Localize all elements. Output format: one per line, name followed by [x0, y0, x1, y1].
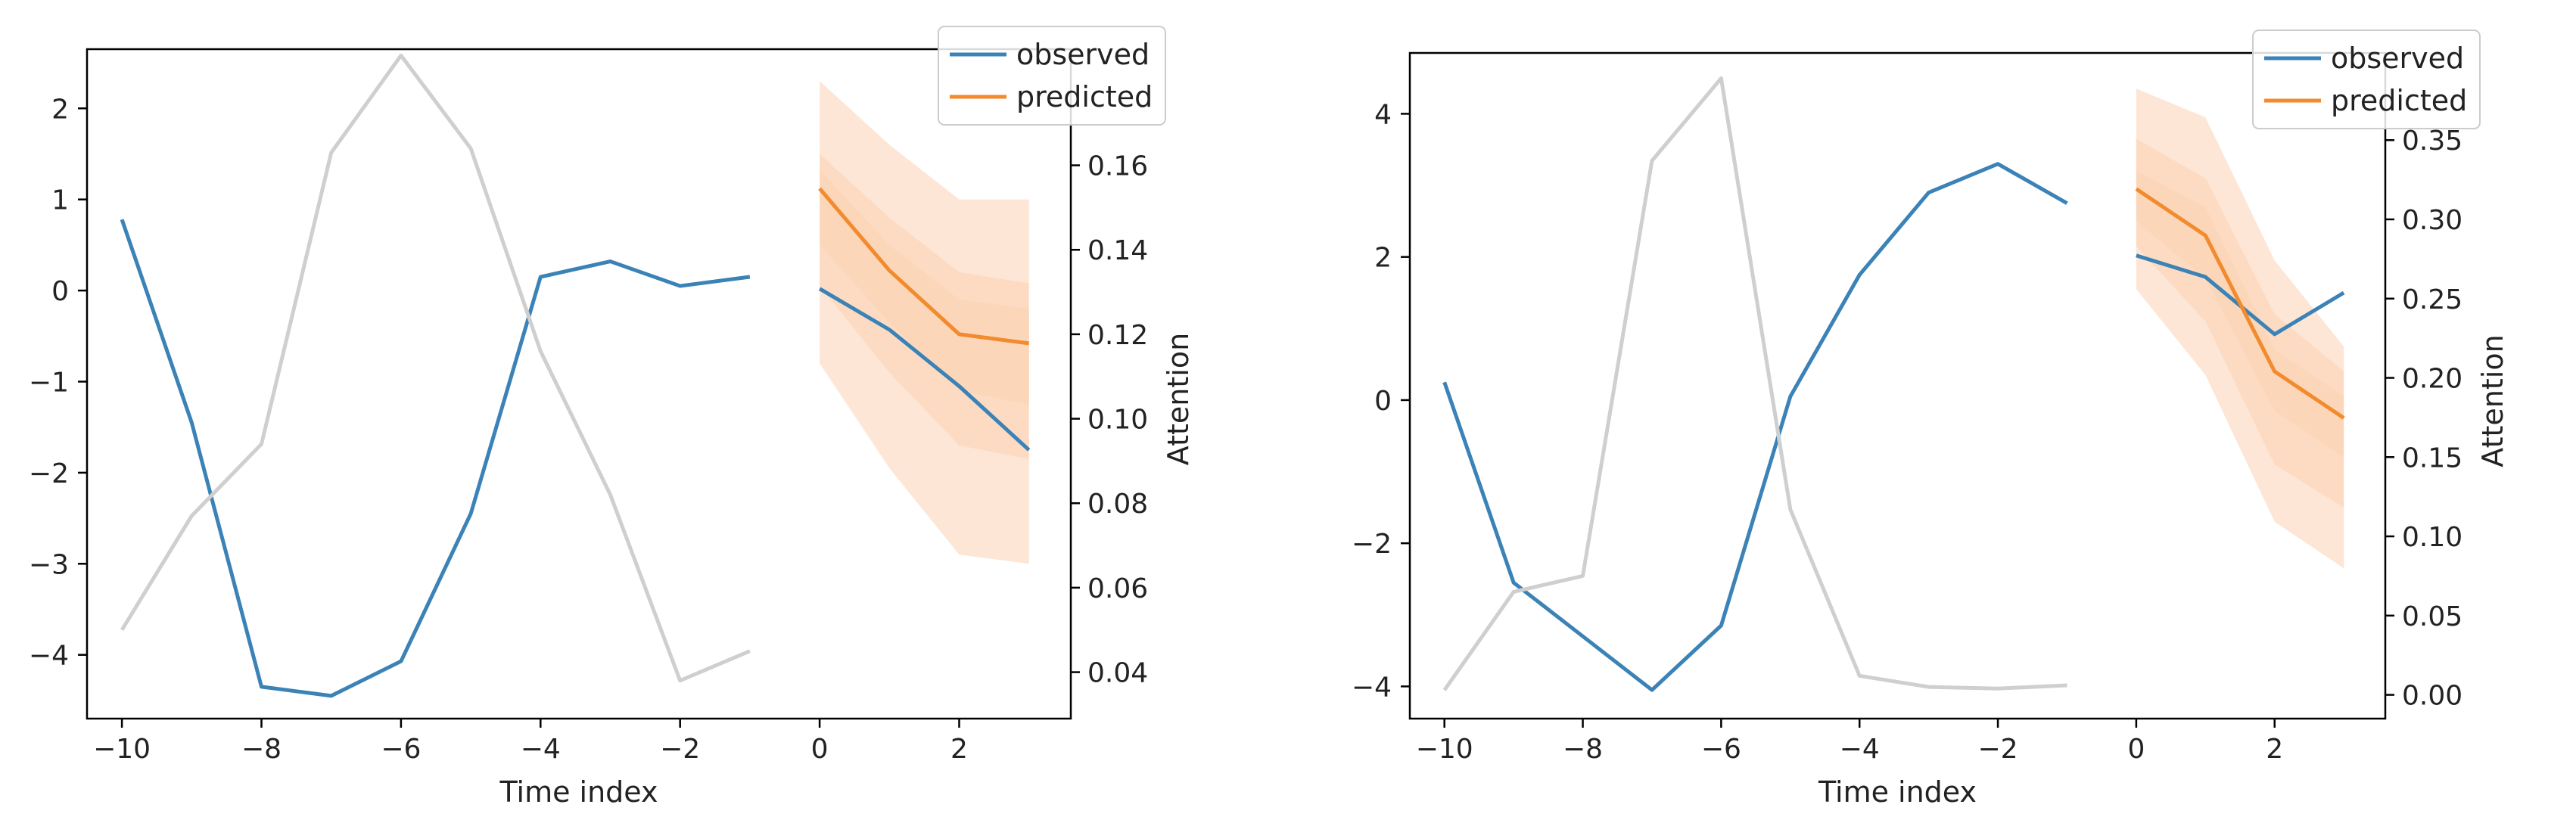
y2-tick-label: 0.00	[2402, 681, 2462, 712]
y2-tick-label: 0.08	[1087, 489, 1148, 520]
y-tick-label: −2	[1352, 529, 1392, 560]
y2-tick-label: 0.15	[2402, 443, 2462, 474]
x-tick-label: −8	[241, 734, 282, 765]
plot-frame	[86, 48, 1072, 720]
y-tick-label: −1	[29, 367, 69, 398]
attention-line-4	[1442, 76, 2067, 691]
y-tick-label: −4	[1352, 672, 1392, 703]
x-axis-label: Time index	[499, 775, 658, 809]
legend: observed predicted	[2252, 30, 2481, 129]
predicted-line-3	[818, 187, 1030, 346]
x-tick-label: 0	[2127, 734, 2145, 765]
y2-tick-label: 0.06	[1087, 573, 1148, 604]
plot-frame	[1408, 51, 2387, 720]
y2-tick-label: 0.14	[1087, 235, 1148, 266]
observed-line-1	[120, 219, 751, 698]
x-tick-label: −2	[1978, 734, 2018, 765]
y2-tick-label: 0.10	[1087, 405, 1148, 436]
y2-tick-label: 0.30	[2402, 205, 2462, 236]
y-tick-label: −2	[29, 458, 69, 489]
y2-axis-label: Attention	[1162, 333, 1195, 465]
observed-line-1	[1442, 162, 2068, 692]
chart-1: −10 −8 −6 −4 −2 0 2 2 1 0 −1 −2 −3 −4 0.16 0.14 0.12 0.10…	[29, 26, 1195, 809]
y2-tick-label: 0.16	[1087, 151, 1148, 182]
x-tick-label: −6	[381, 734, 421, 765]
x-tick-label: −2	[660, 734, 700, 765]
legend-observed-label: observed	[2331, 42, 2464, 75]
prediction-interval-band-3	[2136, 171, 2344, 458]
x-tick-label: 2	[950, 734, 968, 765]
y-tick-label: 0	[1374, 386, 1392, 417]
y2-tick-label: 0.20	[2402, 364, 2462, 395]
observed-line-2	[818, 287, 1031, 452]
y-tick-label: 1	[51, 185, 69, 216]
y2-axis-label: Attention	[2476, 334, 2509, 467]
y2-tick-label: 0.05	[2402, 601, 2462, 632]
y-tick-label: −4	[29, 641, 69, 672]
x-tick-label: 0	[811, 734, 829, 765]
predicted-line-3	[2135, 187, 2345, 420]
x-tick-label: −8	[1563, 734, 1603, 765]
attention-line-4	[120, 53, 751, 683]
legend-box	[938, 26, 1166, 126]
x-tick-label: −10	[93, 734, 151, 765]
y-tick-label: 2	[1374, 243, 1392, 274]
y2-tick-label: 0.12	[1087, 320, 1148, 351]
legend-observed-label: observed	[1016, 38, 1150, 71]
y2-tick-label: 0.25	[2402, 284, 2462, 315]
legend-predicted-label: predicted	[1016, 80, 1153, 113]
x-axis-label: Time index	[1818, 775, 1977, 809]
y2-tick-label: 0.35	[2402, 126, 2462, 157]
x-tick-label: −4	[521, 734, 561, 765]
legend-box	[2252, 30, 2481, 129]
prediction-interval-band-3	[820, 170, 1029, 405]
y-tick-label: 0	[51, 276, 69, 307]
y2-tick-label: 0.10	[2402, 522, 2462, 553]
y2-tick-label: 0.04	[1087, 658, 1148, 689]
chart-2: −10 −8 −6 −4 −2 0 2 4 2 0 −2 −4 0.35 0.30 0.25 0.20 0.15…	[1352, 30, 2509, 809]
legend: observed predicted	[938, 26, 1166, 126]
y-tick-label: 4	[1374, 99, 1392, 130]
x-tick-label: −10	[1416, 734, 1473, 765]
y-tick-label: 2	[51, 94, 69, 125]
legend-predicted-label: predicted	[2331, 84, 2467, 117]
x-tick-label: −4	[1840, 734, 1880, 765]
y-tick-label: −3	[29, 549, 69, 580]
x-tick-label: 2	[2266, 734, 2283, 765]
x-tick-label: −6	[1701, 734, 1741, 765]
